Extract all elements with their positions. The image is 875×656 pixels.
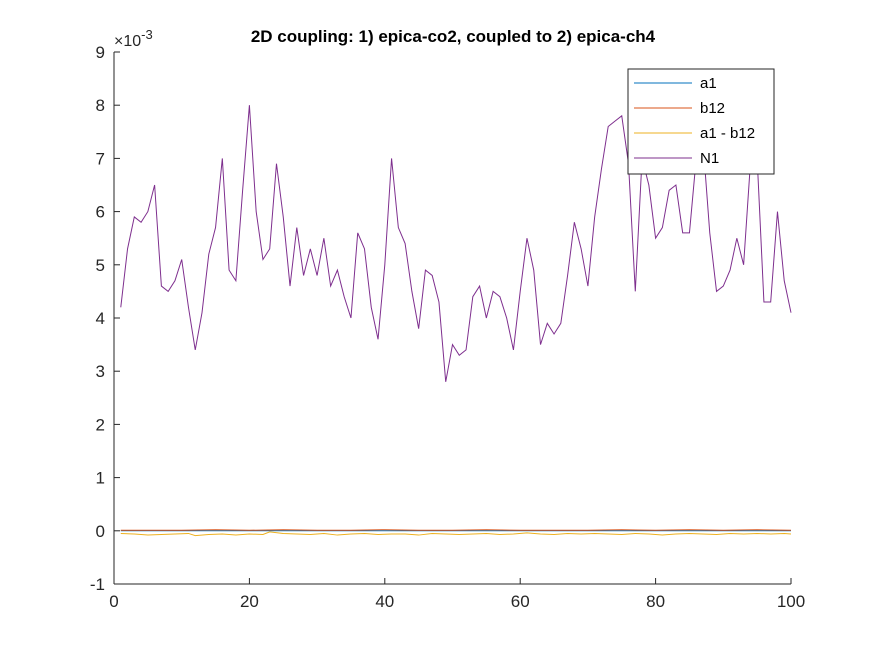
y-tick-label: 1 bbox=[96, 469, 105, 488]
y-tick-label: 9 bbox=[96, 43, 105, 62]
y-tick-label: 7 bbox=[96, 149, 105, 168]
legend-label-3: a1 - b12 bbox=[700, 125, 755, 142]
x-tick-label: 60 bbox=[511, 592, 530, 611]
chart-title: 2D coupling: 1) epica-co2, coupled to 2)… bbox=[251, 27, 656, 46]
series-line-2 bbox=[120, 529, 792, 531]
series-line-3 bbox=[120, 531, 792, 537]
series-line-4 bbox=[120, 105, 792, 382]
y-tick-label: 0 bbox=[96, 522, 105, 541]
x-ticks: 0 20 40 60 80 100 bbox=[109, 578, 805, 611]
legend-label-1: a1 bbox=[700, 75, 717, 92]
legend: a1 b12 a1 - b12 N1 bbox=[627, 68, 775, 175]
x-tick-label: 0 bbox=[109, 592, 118, 611]
legend-label-4: N1 bbox=[700, 150, 719, 167]
x-tick-label: 20 bbox=[240, 592, 259, 611]
y-ticks: -1 0 1 2 3 4 5 6 7 8 9 bbox=[90, 43, 120, 594]
y-exponent-base: ×10 bbox=[114, 33, 141, 50]
y-exponent-power: -3 bbox=[141, 27, 153, 42]
y-tick-label: 5 bbox=[96, 256, 105, 275]
y-tick-label: -1 bbox=[90, 575, 105, 594]
y-tick-label: 2 bbox=[96, 415, 105, 434]
y-tick-label: 3 bbox=[96, 362, 105, 381]
y-tick-label: 4 bbox=[96, 309, 105, 328]
legend-box bbox=[627, 68, 775, 175]
series-layer bbox=[120, 105, 792, 537]
x-tick-label: 80 bbox=[646, 592, 665, 611]
y-tick-label: 8 bbox=[96, 96, 105, 115]
legend-label-2: b12 bbox=[700, 100, 725, 117]
y-axis-exponent: ×10-3 bbox=[114, 27, 153, 50]
y-tick-label: 6 bbox=[96, 203, 105, 222]
x-tick-label: 40 bbox=[375, 592, 394, 611]
x-tick-label: 100 bbox=[777, 592, 805, 611]
